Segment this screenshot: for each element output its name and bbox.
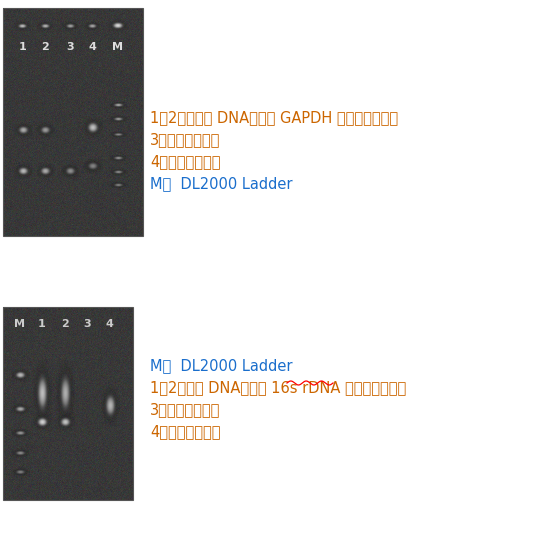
Text: 4：扩增阳性对照: 4：扩增阳性对照 — [150, 424, 220, 439]
Text: 4: 4 — [89, 42, 96, 52]
Text: 2: 2 — [61, 319, 69, 329]
Text: 1、2：粪便 DNA（细菌 16s rDNA 引物）扩增条带: 1、2：粪便 DNA（细菌 16s rDNA 引物）扩增条带 — [150, 380, 406, 395]
Text: 1: 1 — [19, 42, 26, 52]
Bar — [3, 8, 143, 236]
Text: M: M — [14, 319, 25, 329]
Text: 4：扩增阳性对照: 4：扩增阳性对照 — [150, 154, 220, 169]
Text: 3: 3 — [84, 319, 92, 329]
Text: 2: 2 — [41, 42, 49, 52]
Text: M：  DL2000 Ladder: M： DL2000 Ladder — [150, 176, 293, 191]
Text: 3：扩增阴性对照: 3：扩增阴性对照 — [150, 402, 220, 417]
Text: 1: 1 — [38, 319, 46, 329]
Text: 3：扩增阴性对照: 3：扩增阴性对照 — [150, 132, 220, 147]
Bar — [3, 307, 133, 500]
Text: 1、2：小蓬草 DNA（植物 GAPDH 引物）扩增条带: 1、2：小蓬草 DNA（植物 GAPDH 引物）扩增条带 — [150, 110, 398, 125]
Text: 3: 3 — [66, 42, 74, 52]
Text: M：  DL2000 Ladder: M： DL2000 Ladder — [150, 358, 293, 373]
Text: 4: 4 — [106, 319, 113, 329]
Text: M: M — [112, 42, 123, 52]
